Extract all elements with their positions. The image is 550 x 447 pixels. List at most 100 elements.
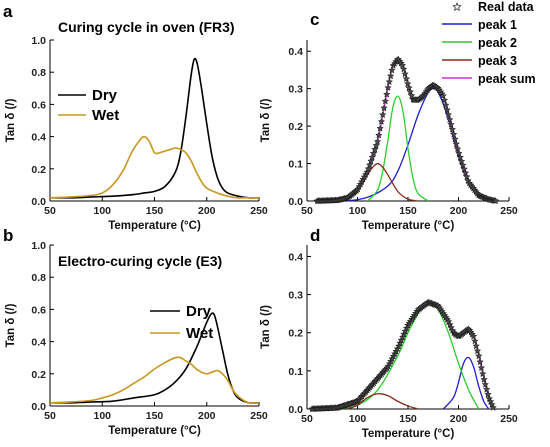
y-tick-label: 0.2 bbox=[288, 328, 303, 340]
legend-label: Dry bbox=[186, 303, 212, 320]
y-tick-label: 0.6 bbox=[31, 99, 46, 111]
x-tick-label: 50 bbox=[301, 413, 313, 425]
x-tick-label: 200 bbox=[450, 205, 468, 217]
data-point-star bbox=[482, 385, 491, 393]
data-point-star bbox=[472, 342, 480, 350]
data-point-star bbox=[399, 65, 408, 73]
y-axis-label: Tan δ (/) bbox=[260, 305, 272, 349]
data-point-star bbox=[377, 117, 386, 125]
series-group bbox=[49, 57, 260, 199]
data-point-star bbox=[378, 110, 387, 119]
series-real-data bbox=[313, 55, 500, 205]
series-group bbox=[313, 55, 500, 205]
series-line-peak-sum bbox=[312, 301, 495, 410]
data-point-star bbox=[386, 72, 395, 80]
panel-letter: a bbox=[3, 2, 13, 21]
data-point-star bbox=[473, 347, 482, 355]
data-point-star bbox=[445, 115, 454, 123]
x-tick-label: 250 bbox=[500, 205, 518, 217]
data-point-star bbox=[475, 352, 483, 360]
data-point-star bbox=[469, 332, 478, 340]
data-point-star bbox=[476, 358, 484, 366]
y-tick-label: 0.4 bbox=[288, 46, 303, 58]
x-tick-label: 250 bbox=[250, 205, 268, 217]
x-axis-label: Temperature (°C) bbox=[108, 425, 201, 437]
data-point-star bbox=[375, 131, 383, 139]
y-tick-label: 0.4 bbox=[288, 251, 303, 263]
y-tick-label: 0.4 bbox=[31, 337, 46, 349]
data-point-star bbox=[365, 161, 374, 169]
y-tick-label: 0.0 bbox=[31, 401, 46, 413]
data-point-star bbox=[448, 125, 457, 133]
series-line-peak-2 bbox=[367, 95, 429, 202]
data-point-star bbox=[401, 70, 409, 78]
data-point-star bbox=[471, 337, 479, 345]
series-line-peak-3 bbox=[347, 393, 419, 410]
legend-label: Real data bbox=[478, 0, 535, 14]
data-point-star bbox=[367, 157, 375, 165]
data-point-star bbox=[381, 97, 390, 105]
panel-letter: c bbox=[310, 10, 319, 29]
legend: Dry Wet bbox=[58, 87, 119, 124]
y-tick-label: 0.2 bbox=[31, 164, 46, 176]
series-line-dry bbox=[49, 57, 260, 199]
data-point-star bbox=[376, 124, 384, 132]
series-line-peak-1 bbox=[442, 356, 490, 410]
y-tick-label: 0.1 bbox=[288, 159, 303, 171]
x-axis-label: Temperature (°C) bbox=[362, 220, 455, 232]
y-tick-label: 0.0 bbox=[288, 404, 303, 416]
panel-letter: b bbox=[3, 226, 13, 245]
y-tick-label: 0.2 bbox=[31, 369, 46, 381]
y-tick-label: 0.6 bbox=[31, 304, 46, 316]
data-point-star bbox=[371, 145, 379, 153]
legend-label: Wet bbox=[186, 325, 213, 342]
legend-star-icon bbox=[452, 1, 462, 12]
data-point-star bbox=[444, 110, 453, 119]
x-tick-label: 200 bbox=[450, 413, 468, 425]
x-tick-label: 100 bbox=[349, 205, 367, 217]
data-point-star bbox=[452, 140, 461, 148]
y-tick-label: 0.4 bbox=[31, 132, 46, 144]
data-point-star bbox=[372, 141, 380, 149]
x-tick-label: 50 bbox=[301, 205, 313, 217]
x-tick-label: 250 bbox=[500, 413, 518, 425]
data-point-star bbox=[382, 90, 391, 98]
legend-label: Wet bbox=[92, 107, 119, 124]
series-group bbox=[308, 298, 497, 413]
y-tick-label: 1.0 bbox=[31, 240, 46, 252]
data-point-star bbox=[385, 77, 394, 86]
data-point-star bbox=[491, 197, 500, 205]
data-point-star bbox=[451, 135, 459, 143]
series-line-wet bbox=[49, 356, 260, 405]
data-point-star bbox=[380, 104, 388, 112]
x-tick-label: 100 bbox=[93, 410, 111, 422]
chart-panel-b: b Electro-curing cycle (E3) 50 100 150 200 250… bbox=[3, 226, 268, 437]
data-point-star bbox=[478, 369, 487, 378]
data-point-star bbox=[368, 153, 376, 161]
series-real-data bbox=[308, 298, 497, 413]
panel-letter: d bbox=[310, 226, 320, 245]
data-point-star bbox=[364, 164, 373, 173]
y-tick-label: 0.3 bbox=[288, 290, 303, 302]
y-tick-label: 0.8 bbox=[31, 67, 46, 79]
y-tick-label: 0.3 bbox=[288, 84, 303, 96]
chart-panel-c: c 50 100 150 200 250 0.0 0.1 0.2 0.3 0.4 Temperatur… bbox=[260, 0, 536, 232]
x-axis-label: Temperature (°C) bbox=[108, 220, 201, 232]
legend-label: Dry bbox=[92, 87, 118, 104]
x-tick-label: 200 bbox=[198, 410, 216, 422]
data-point-star bbox=[449, 130, 458, 138]
x-tick-label: 150 bbox=[399, 413, 417, 425]
x-tick-label: 150 bbox=[146, 410, 164, 422]
y-tick-label: 1.0 bbox=[31, 35, 46, 47]
legend: Dry Wet bbox=[150, 303, 213, 342]
data-point-star bbox=[369, 149, 378, 157]
series-line-dry bbox=[49, 312, 260, 404]
data-point-star bbox=[481, 380, 490, 388]
x-tick-label: 50 bbox=[44, 205, 56, 217]
data-point-star bbox=[447, 120, 455, 128]
series-line-peak-2 bbox=[337, 301, 480, 410]
series-group bbox=[49, 312, 260, 405]
data-point-star bbox=[477, 364, 486, 372]
y-axis-label: Tan δ (/) bbox=[260, 98, 272, 142]
